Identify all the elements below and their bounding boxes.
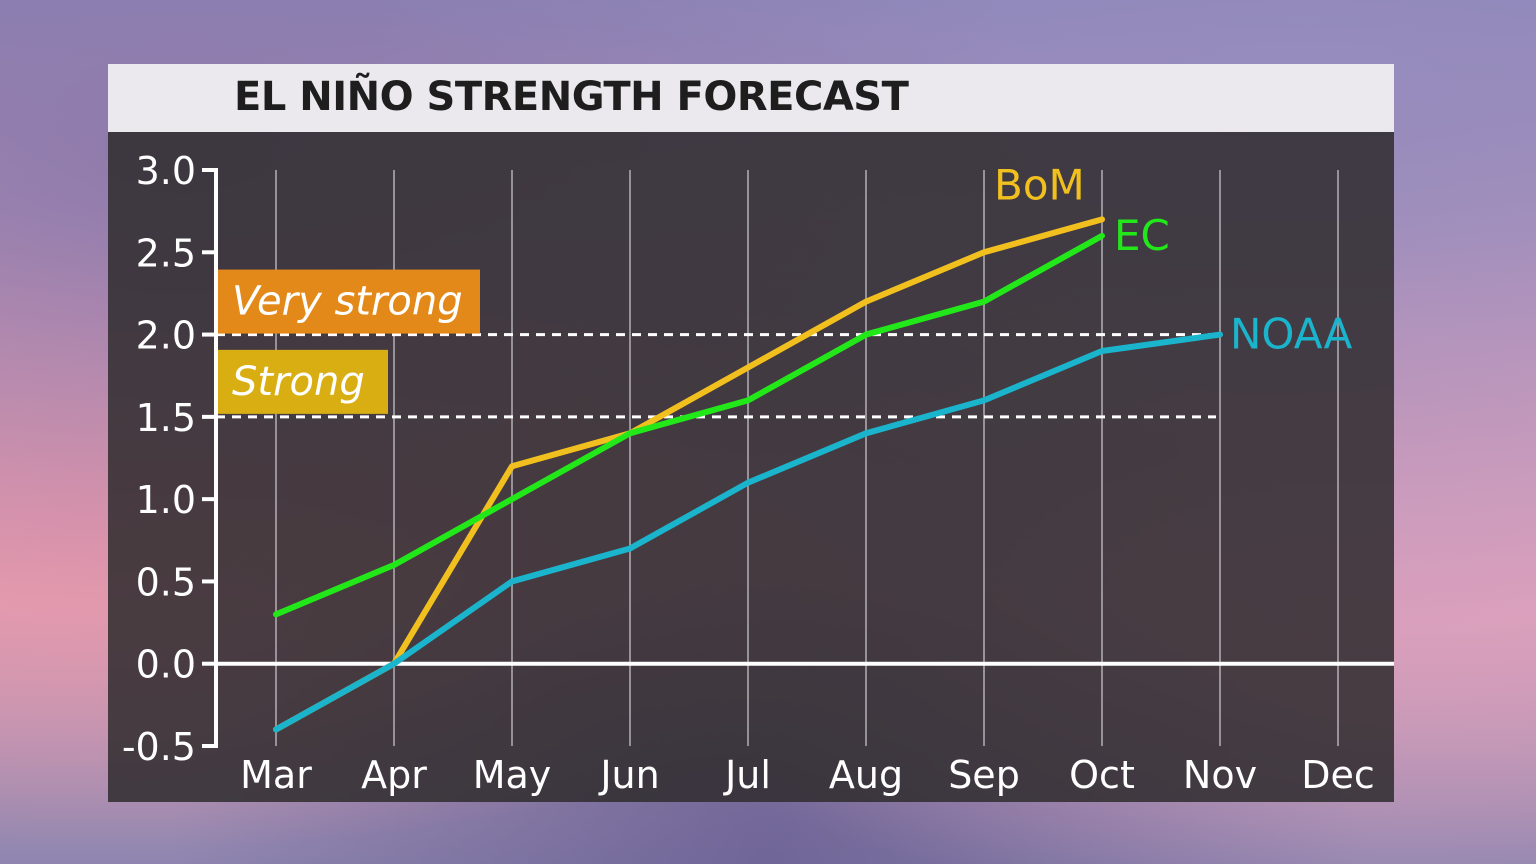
- title-bar: EL NIÑO STRENGTH FORECAST: [108, 64, 1394, 132]
- series-label-ec: EC: [1114, 211, 1170, 260]
- y-tick-label: 1.0: [136, 478, 196, 522]
- series-label-noaa: NOAA: [1230, 310, 1353, 359]
- y-tick-label: -0.5: [122, 725, 196, 769]
- y-tick-label: 1.5: [136, 396, 196, 440]
- series-line-noaa: [273, 331, 1223, 733]
- threshold-label: Very strong: [232, 279, 463, 325]
- chart-title: EL NIÑO STRENGTH FORECAST: [234, 74, 909, 120]
- series-line-bom: [273, 216, 1105, 733]
- y-tick-label: 0.0: [136, 643, 196, 687]
- x-tick-label: Dec: [1301, 753, 1375, 797]
- threshold-label-box: [218, 269, 480, 334]
- y-tick-label: 3.0: [136, 149, 196, 193]
- x-tick-label: Aug: [829, 753, 903, 797]
- threshold-label: Strong: [232, 359, 365, 405]
- y-tick-label: 0.5: [136, 560, 196, 604]
- series-label-bom: BoM: [994, 160, 1085, 209]
- x-tick-label: Jul: [723, 753, 771, 797]
- x-tick-label: Sep: [948, 753, 1020, 797]
- x-tick-label: Jun: [598, 753, 659, 797]
- x-tick-label: Oct: [1069, 753, 1135, 797]
- chart-panel: [108, 64, 1394, 802]
- x-tick-label: Mar: [240, 753, 312, 797]
- threshold-label-box: [218, 349, 388, 414]
- y-tick-label: 2.5: [136, 231, 196, 275]
- x-tick-label: Apr: [361, 753, 427, 797]
- x-tick-label: Nov: [1183, 753, 1257, 797]
- x-tick-label: May: [473, 753, 552, 797]
- series-line-ec: [273, 232, 1105, 618]
- y-tick-label: 2.0: [136, 314, 196, 358]
